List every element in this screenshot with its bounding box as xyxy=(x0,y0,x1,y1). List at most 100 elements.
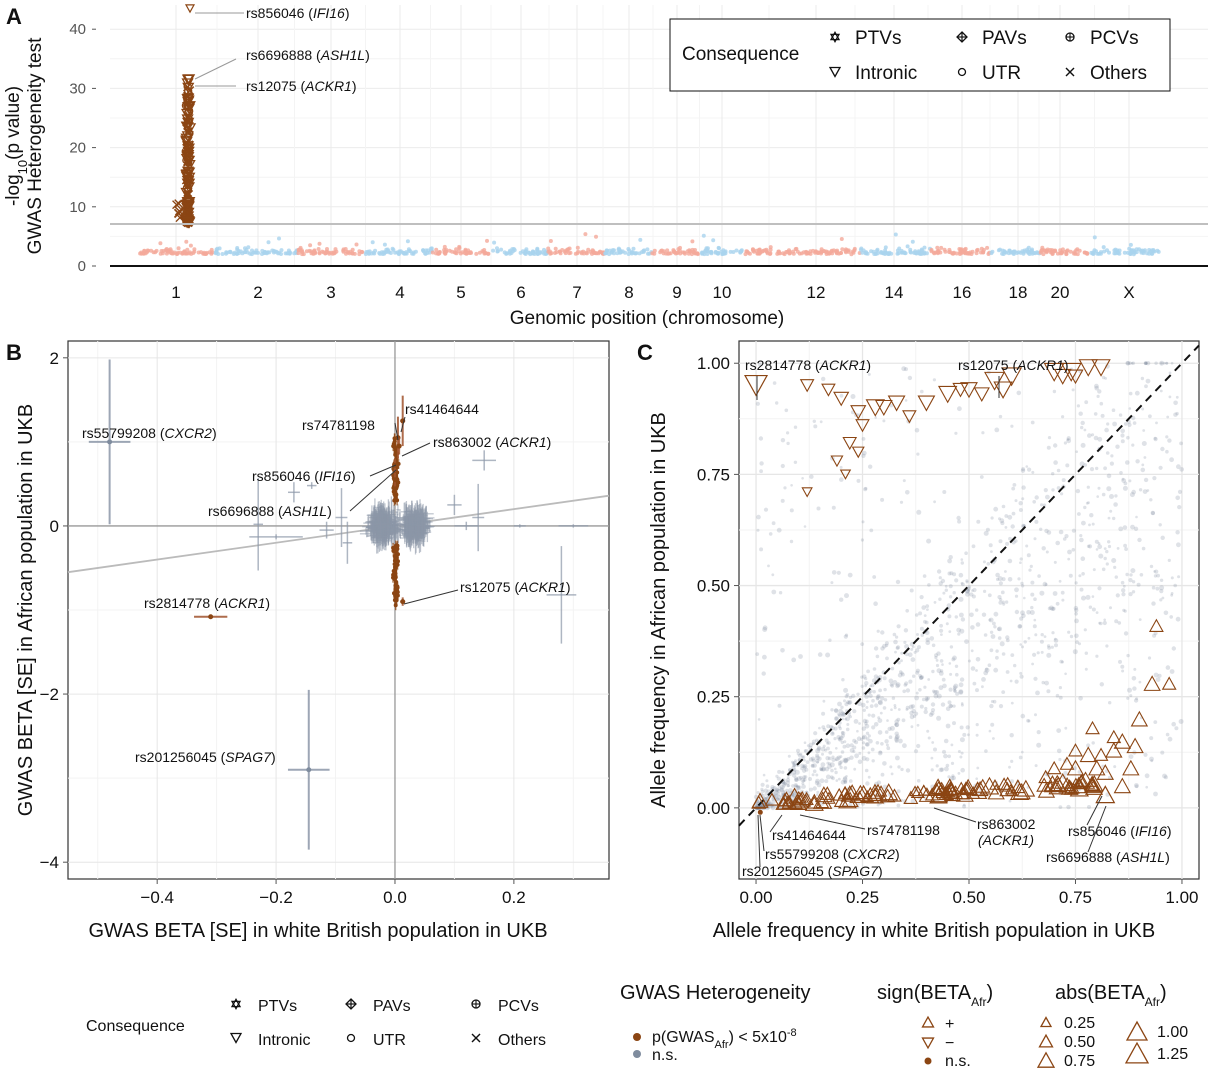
c-variant-point xyxy=(971,589,974,592)
a-variant-point xyxy=(423,251,428,256)
c-annot-rs2814778-gene: ACKR1 xyxy=(819,357,867,373)
c-variant-point xyxy=(960,581,964,585)
a-variant-point xyxy=(631,246,636,251)
c-annot-rs55799208: rs55799208 (CXCR2) xyxy=(765,846,900,862)
c-variant-point xyxy=(894,739,899,743)
c-variant-point xyxy=(903,628,909,633)
c-variant-point xyxy=(1064,726,1068,730)
b-annot-rs856046: rs856046 (IFI16) xyxy=(252,468,356,484)
c-variant-point xyxy=(1167,438,1172,443)
a-variant-point xyxy=(859,246,864,251)
c-variant-point xyxy=(943,738,949,744)
panel-c-y-axis-title: Allele frequency in African population i… xyxy=(648,412,670,808)
c-variant-point xyxy=(1000,590,1005,595)
sign-ns-key xyxy=(924,1057,932,1065)
c-variant-point xyxy=(1010,701,1014,705)
c-variant-point xyxy=(1174,726,1179,731)
c-variant-point xyxy=(786,441,790,446)
c-variant-point xyxy=(1113,565,1117,570)
c-pos-beta-point xyxy=(1085,775,1099,787)
c-variant-point xyxy=(800,777,806,783)
b-annot-rs55799208-gene: CXCR2 xyxy=(165,425,213,441)
c-variant-point xyxy=(801,782,805,785)
c-variant-point xyxy=(1020,713,1026,719)
c-variant-point xyxy=(821,766,826,771)
a-variant-point xyxy=(1000,248,1005,253)
c-variant-point xyxy=(1123,543,1127,548)
b-annot-rs12075: rs12075 (ACKR1) xyxy=(460,579,571,595)
c-variant-point xyxy=(761,671,766,676)
c-pos-beta-point xyxy=(1085,720,1100,735)
a-sig-point-b xyxy=(181,175,191,185)
c-variant-point xyxy=(861,437,866,441)
c-variant-point xyxy=(884,739,889,744)
c-variant-point xyxy=(868,693,873,699)
c-annot-rs12075: rs12075 (ACKR1) xyxy=(958,357,1069,373)
c-variant-point xyxy=(796,752,800,756)
a-variant-point xyxy=(672,249,677,254)
c-variant-point xyxy=(1019,643,1022,646)
bottom-legend-others-icon-b xyxy=(471,1033,481,1043)
a-variant-point xyxy=(845,248,849,253)
c-variant-point xyxy=(975,669,978,672)
c-variant-point xyxy=(954,664,959,668)
c-variant-point xyxy=(902,689,906,694)
c-pos-beta-point xyxy=(868,783,888,802)
c-variant-point xyxy=(952,655,957,661)
c-pos-beta-point xyxy=(819,786,835,800)
a-variant-point xyxy=(889,251,894,256)
c-variant-point xyxy=(1053,560,1057,564)
a-variant-point xyxy=(1117,248,1122,253)
c-variant-point xyxy=(878,750,883,754)
b-leader xyxy=(401,442,431,457)
c-variant-point xyxy=(1145,361,1151,366)
a-annot-rs12075: rs12075 (ACKR1) xyxy=(246,78,357,94)
c-variant-point xyxy=(877,716,881,720)
c-variant-point xyxy=(1053,637,1057,641)
c-variant-point xyxy=(1175,411,1179,416)
a-variant-point xyxy=(592,251,597,255)
b-annot-rs863002-close: ) xyxy=(547,434,552,450)
c-variant-point xyxy=(784,408,789,413)
c-variant-point xyxy=(1018,508,1023,512)
c-variant-point xyxy=(949,704,953,708)
c-variant-point xyxy=(839,755,843,759)
c-variant-point xyxy=(1165,361,1168,365)
c-variant-point xyxy=(944,588,948,592)
a-variant-point xyxy=(768,245,773,250)
c-variant-point xyxy=(965,589,970,594)
c-variant-point xyxy=(864,486,868,491)
a-variant-point xyxy=(910,239,915,244)
c-ytick-label: 0.00 xyxy=(697,799,730,818)
a-chrom-label: 4 xyxy=(395,283,404,302)
c-variant-point xyxy=(916,779,921,783)
c-variant-point xyxy=(904,681,909,686)
a-variant-point xyxy=(153,250,158,255)
a-annot-rs856046-id: rs856046 ( xyxy=(246,5,313,21)
a-top-point xyxy=(184,4,196,14)
c-variant-point xyxy=(1139,573,1144,577)
c-variant-point xyxy=(1106,422,1110,426)
c-variant-point xyxy=(1079,461,1085,467)
a-chrom-label: 7 xyxy=(572,283,581,302)
c-variant-point xyxy=(818,726,821,730)
c-pos-beta-point xyxy=(764,792,780,806)
c-variant-point xyxy=(873,646,879,651)
c-variant-point xyxy=(798,654,803,659)
c-pos-beta-point xyxy=(974,778,991,793)
c-variant-point xyxy=(882,761,887,766)
c-variant-point xyxy=(1020,581,1024,586)
b-annot-rs201256045-close: ) xyxy=(271,749,276,765)
panel-c: C 0.00 0.25 0.50 0.75 1.000.000.250.500.751.… xyxy=(637,340,1200,942)
c-variant-point xyxy=(845,716,850,722)
a-variant-point xyxy=(619,250,624,255)
c-variant-point xyxy=(960,558,964,561)
c-variant-point xyxy=(952,591,956,595)
c-variant-point xyxy=(838,726,842,731)
c-variant-point xyxy=(927,736,931,740)
panel-c-annotations: rs2814778 (ACKR1) rs12075 (ACKR1)rs414646… xyxy=(742,357,1172,879)
c-variant-point xyxy=(1012,483,1017,487)
a-variant-point xyxy=(750,247,755,252)
